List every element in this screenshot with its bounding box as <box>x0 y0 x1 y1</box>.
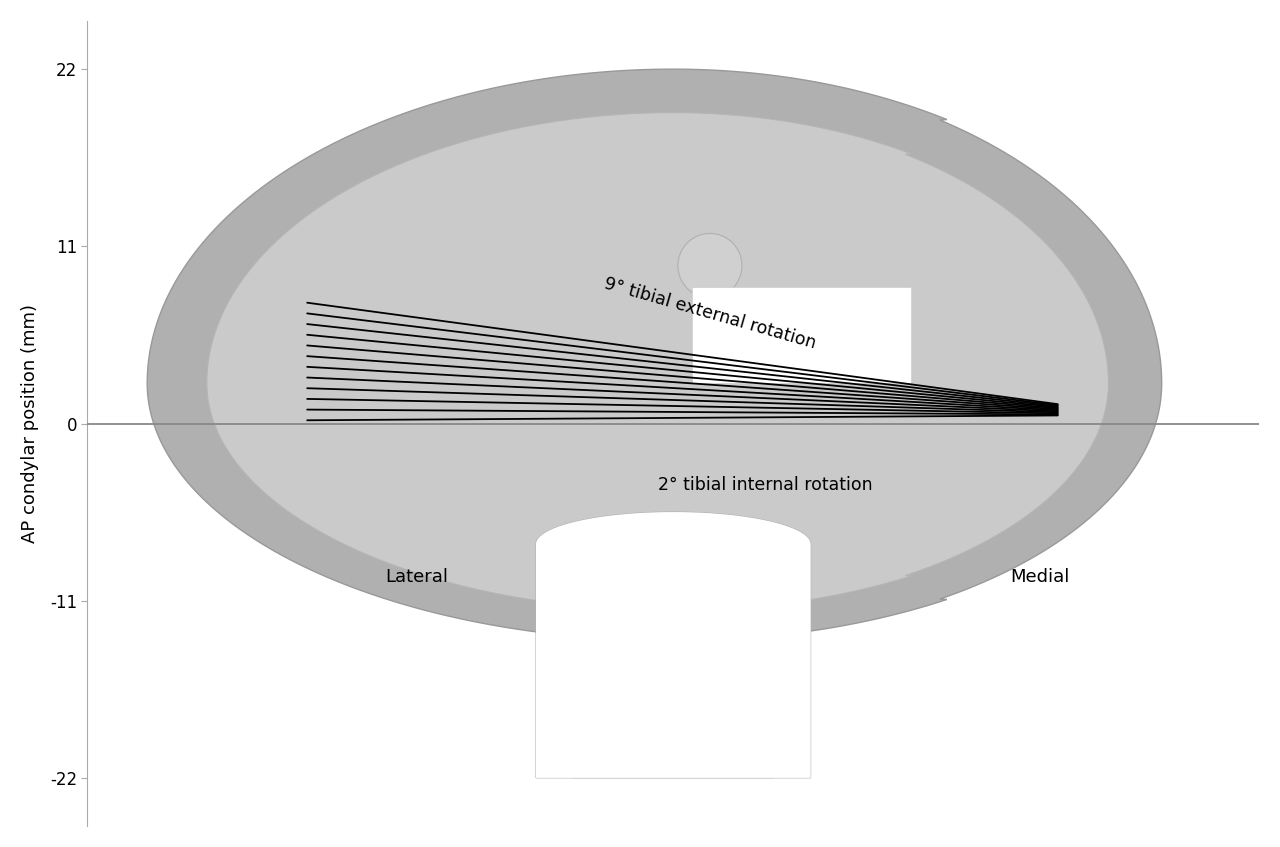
Text: 2° tibial internal rotation: 2° tibial internal rotation <box>658 476 872 494</box>
Text: Medial: Medial <box>1010 567 1069 585</box>
Polygon shape <box>536 512 810 778</box>
Polygon shape <box>207 113 1108 611</box>
Polygon shape <box>691 286 911 383</box>
Polygon shape <box>147 69 1162 641</box>
Polygon shape <box>572 529 774 778</box>
Text: Lateral: Lateral <box>385 567 448 585</box>
Ellipse shape <box>678 234 742 298</box>
Y-axis label: AP condylar position (mm): AP condylar position (mm) <box>20 304 38 543</box>
Text: 9° tibial external rotation: 9° tibial external rotation <box>602 275 818 353</box>
Polygon shape <box>536 512 810 778</box>
